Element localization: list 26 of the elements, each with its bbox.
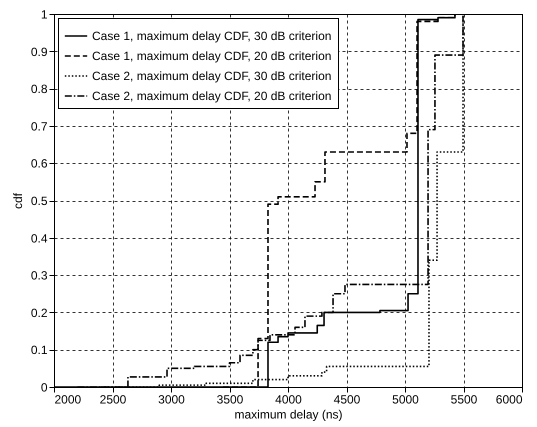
- legend-label: Case 2, maximum delay CDF, 30 dB criterion: [92, 69, 332, 83]
- x-tick-label: 4000: [275, 392, 302, 406]
- legend-label: Case 1, maximum delay CDF, 20 dB criterion: [92, 49, 332, 63]
- y-tick-label: 0.7: [30, 119, 48, 134]
- y-tick-label: 0.4: [30, 231, 48, 246]
- x-axis-title: maximum delay (ns): [234, 408, 343, 422]
- legend-label: Case 1, maximum delay CDF, 30 dB criterion: [92, 29, 332, 43]
- x-tick-label: 5000: [392, 392, 420, 406]
- y-tick-label: 0.5: [30, 194, 48, 208]
- x-tick-label: 3000: [158, 392, 186, 406]
- y-tick-label: 0: [40, 380, 48, 394]
- x-tick-label: 6000: [496, 392, 523, 406]
- x-tick-label: 2500: [100, 392, 127, 406]
- y-tick-label: 0.9: [30, 44, 48, 59]
- y-tick-label: 0.2: [30, 306, 48, 320]
- y-axis-title: cdf: [10, 192, 25, 210]
- x-tick-label: 3500: [216, 392, 244, 406]
- y-tick-label: 0.6: [30, 156, 48, 171]
- x-tick-label: 4500: [334, 392, 361, 406]
- x-tick-label: 2000: [54, 392, 82, 406]
- y-tick-label: 0.1: [30, 343, 48, 358]
- x-tick-label: 5500: [450, 392, 478, 406]
- y-tick-label: 1: [40, 8, 48, 22]
- legend-label: Case 2, maximum delay CDF, 20 dB criterion: [92, 89, 332, 103]
- y-tick-label: 0.3: [30, 268, 48, 283]
- y-tick-label: 0.8: [30, 82, 48, 96]
